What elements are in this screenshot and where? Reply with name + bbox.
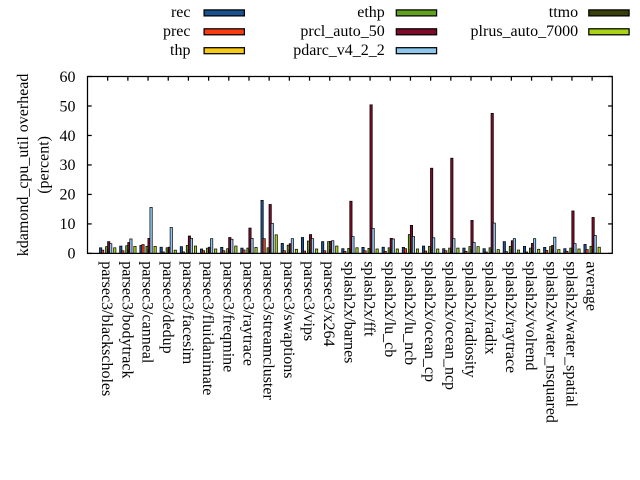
svg-text:parsec3/canneal: parsec3/canneal <box>139 261 156 364</box>
svg-text:parsec3/dedup: parsec3/dedup <box>159 261 176 353</box>
svg-text:plrus_auto_7000: plrus_auto_7000 <box>471 23 579 40</box>
svg-text:splash2x/volrend: splash2x/volrend <box>522 261 539 370</box>
svg-text:splash2x/water_nsquared: splash2x/water_nsquared <box>542 261 559 423</box>
svg-text:splash2x/radix: splash2x/radix <box>482 261 499 354</box>
svg-text:parsec3/swaptions: parsec3/swaptions <box>280 261 297 378</box>
svg-text:average: average <box>583 261 600 311</box>
svg-text:(percent): (percent) <box>35 136 52 194</box>
svg-text:splash2x/ocean_ncp: splash2x/ocean_ncp <box>441 261 458 390</box>
svg-text:parsec3/facesim: parsec3/facesim <box>179 261 196 365</box>
svg-text:50: 50 <box>60 98 76 115</box>
svg-text:prec: prec <box>163 23 191 40</box>
svg-text:splash2x/water_spatial: splash2x/water_spatial <box>562 261 579 407</box>
svg-text:splash2x/radiosity: splash2x/radiosity <box>462 261 479 377</box>
svg-text:pdarc_v4_2_2: pdarc_v4_2_2 <box>293 42 385 59</box>
svg-text:splash2x/fft: splash2x/fft <box>361 261 378 337</box>
svg-text:splash2x/lu_cb: splash2x/lu_cb <box>381 261 398 357</box>
svg-text:thp: thp <box>170 42 190 59</box>
svg-text:splash2x/lu_ncb: splash2x/lu_ncb <box>401 261 418 365</box>
svg-text:ethp: ethp <box>357 4 385 21</box>
svg-text:splash2x/raytrace: splash2x/raytrace <box>502 261 519 373</box>
svg-text:10: 10 <box>60 216 76 233</box>
svg-text:kdamond_cpu_util overhead: kdamond_cpu_util overhead <box>15 74 32 257</box>
svg-text:splash2x/barnes: splash2x/barnes <box>340 261 357 363</box>
svg-text:0: 0 <box>68 246 76 263</box>
svg-text:rec: rec <box>171 4 191 21</box>
svg-text:parsec3/x264: parsec3/x264 <box>320 261 337 346</box>
svg-text:ttmo: ttmo <box>549 4 578 21</box>
svg-text:20: 20 <box>60 187 76 204</box>
svg-text:parsec3/freqmine: parsec3/freqmine <box>219 261 236 372</box>
svg-text:60: 60 <box>60 69 76 86</box>
svg-text:parsec3/vips: parsec3/vips <box>300 261 317 341</box>
svg-text:parsec3/raytrace: parsec3/raytrace <box>239 261 256 366</box>
svg-text:parsec3/streamcluster: parsec3/streamcluster <box>260 261 277 400</box>
svg-text:parsec3/fluidanimate: parsec3/fluidanimate <box>199 261 216 395</box>
svg-text:parsec3/blackscholes: parsec3/blackscholes <box>98 261 115 396</box>
svg-text:30: 30 <box>60 157 76 174</box>
svg-text:parsec3/bodytrack: parsec3/bodytrack <box>118 261 135 378</box>
svg-text:40: 40 <box>60 128 76 145</box>
svg-text:splash2x/ocean_cp: splash2x/ocean_cp <box>421 261 438 382</box>
svg-text:prcl_auto_50: prcl_auto_50 <box>300 23 384 40</box>
